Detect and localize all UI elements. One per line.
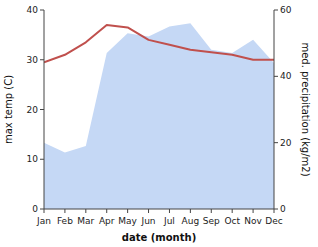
x-tick-label: Sep bbox=[203, 216, 220, 226]
y-tick bbox=[40, 209, 44, 210]
y2-tick-label: 20 bbox=[280, 138, 292, 148]
x-tick bbox=[127, 209, 128, 213]
x-tick-label: Aug bbox=[182, 216, 200, 226]
x-tick bbox=[274, 209, 275, 213]
x-tick bbox=[211, 209, 212, 213]
y-tick bbox=[40, 159, 44, 160]
x-tick-label: Nov bbox=[244, 216, 262, 226]
x-axis-label: date (month) bbox=[122, 232, 196, 243]
y2-axis bbox=[274, 10, 275, 209]
x-tick bbox=[232, 209, 233, 213]
y2-tick-label: 60 bbox=[280, 5, 292, 15]
chart: Jan Feb Mar AprMay Jun Jul AugSep Oct NovDec 0 10 2… bbox=[0, 0, 318, 247]
y2-tick-label: 40 bbox=[280, 71, 292, 81]
y-tick bbox=[40, 109, 44, 110]
y-tick bbox=[40, 10, 44, 11]
x-tick-label: Mar bbox=[77, 216, 94, 226]
x-tick bbox=[148, 209, 149, 213]
x-tick-label: Dec bbox=[265, 216, 282, 226]
y2-tick bbox=[274, 76, 278, 77]
x-tick bbox=[85, 209, 86, 213]
x-tick bbox=[253, 209, 254, 213]
x-tick bbox=[190, 209, 191, 213]
y2-tick bbox=[274, 209, 278, 210]
y-tick-label: 20 bbox=[27, 105, 39, 115]
y-tick bbox=[40, 59, 44, 60]
x-tick bbox=[106, 209, 107, 213]
y-tick-label: 10 bbox=[27, 154, 39, 164]
x-tick bbox=[44, 209, 45, 213]
y-tick-label: 40 bbox=[27, 5, 39, 15]
y2-tick bbox=[274, 142, 278, 143]
y2-tick-label: 0 bbox=[280, 204, 286, 214]
x-tick bbox=[64, 209, 65, 213]
temp-line bbox=[44, 25, 274, 62]
x-tick-label: May bbox=[118, 216, 137, 226]
y-tick-label: 30 bbox=[27, 55, 39, 65]
x-axis bbox=[44, 209, 274, 210]
plot-area bbox=[44, 23, 274, 209]
x-tick-label: Jun bbox=[141, 216, 156, 226]
x-tick bbox=[169, 209, 170, 213]
precipitation-area bbox=[44, 23, 274, 209]
y-tick-label: 0 bbox=[32, 204, 38, 214]
y2-tick bbox=[274, 10, 278, 11]
x-tick-label: Feb bbox=[57, 216, 73, 226]
x-tick-label: Jul bbox=[163, 216, 175, 226]
y2-axis-label: med. precipitation (kg/m2) bbox=[300, 42, 311, 176]
x-tick-label: Apr bbox=[99, 216, 115, 226]
x-tick-label: Oct bbox=[224, 216, 240, 226]
y-axis-label: max temp (C) bbox=[3, 75, 14, 144]
x-tick-label: Jan bbox=[36, 216, 51, 226]
